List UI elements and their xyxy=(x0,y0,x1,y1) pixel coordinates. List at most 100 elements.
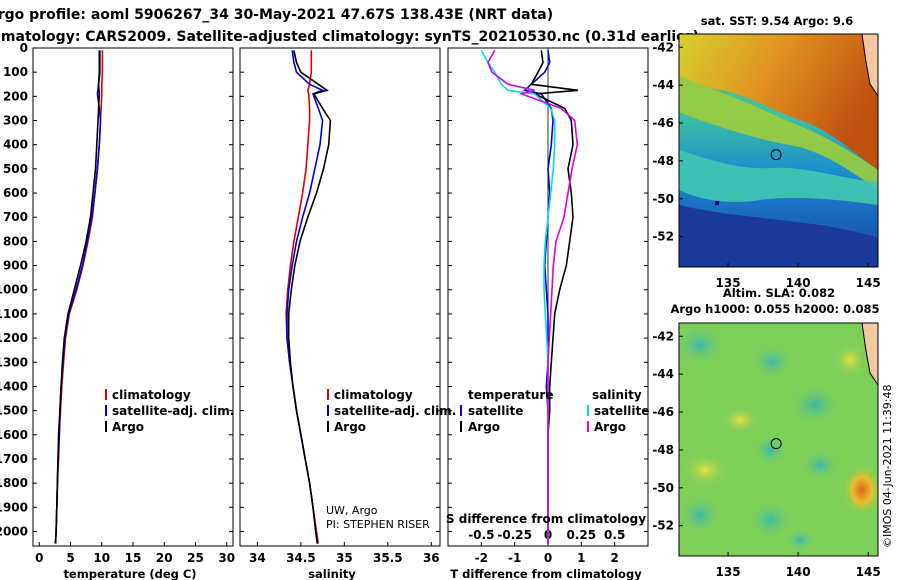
s-tick-label: 0.25 xyxy=(567,528,597,542)
x-tick-label: 2 xyxy=(610,551,618,565)
x-tick-label: 0 xyxy=(35,551,43,565)
depth-tick-label: 1200 xyxy=(0,331,28,345)
lat-tick-label: -50 xyxy=(652,192,674,206)
depth-tick-label: 100 xyxy=(3,65,28,79)
x-tick-label: -1 xyxy=(508,551,521,565)
lat-tick-label: -52 xyxy=(652,519,674,533)
x-tick-label: 20 xyxy=(156,551,173,565)
temperature-plot: 0 5 10 15 20 25 30 xyxy=(35,50,235,565)
legend-climatology-label: climatology xyxy=(334,388,413,402)
depth-tick-label: 300 xyxy=(3,114,28,128)
legend-temp-argo-label: Argo xyxy=(468,420,500,434)
legend-argo-label: Argo xyxy=(112,420,144,434)
depth-tick-label: 400 xyxy=(3,138,28,152)
depth-tick-label: 200 xyxy=(3,89,28,103)
x-tick-label: 15 xyxy=(125,551,142,565)
lat-tick-label: -48 xyxy=(652,443,674,457)
x-tick-label: 25 xyxy=(187,551,204,565)
sst-map-frame xyxy=(678,33,879,268)
lat-tick-label: -42 xyxy=(652,329,674,343)
legend-temp-satellite-label: satellite xyxy=(468,404,523,418)
x-tick-label: 10 xyxy=(93,551,110,565)
x-tick-label: 34.5 xyxy=(286,551,316,565)
pi-annotation-line1: UW, Argo xyxy=(326,504,378,517)
difference-legend: temperature satellite Argo salinity sate… xyxy=(446,388,649,526)
temperature-panel-frame xyxy=(32,47,234,547)
lat-tick-label: -42 xyxy=(652,40,674,54)
figure-title-line1: Argo profile: aoml 5906267_34 30-May-202… xyxy=(0,7,553,23)
s-tick-label: 0.5 xyxy=(604,528,625,542)
salinity-legend: climatology satellite-adj. clim. Argo UW… xyxy=(326,388,456,531)
lat-tick-label: -48 xyxy=(652,154,674,168)
x-tick-label: 34 xyxy=(249,551,266,565)
difference-plot: -2 -1 0 1 2-0.5 -0.25 0 0.25 0.5 xyxy=(468,48,625,565)
depth-tick-label: 700 xyxy=(3,210,28,224)
depth-tick-label: 1000 xyxy=(0,283,28,297)
temperature-xlabel: temperature (deg C) xyxy=(63,567,196,580)
legend-temperature-title: temperature xyxy=(468,388,553,402)
salinity-panel-frame xyxy=(239,47,441,547)
imos-credit: ©IMOS 04-Jun-2021 11:39:48 xyxy=(881,384,894,548)
x-tick-label: 35.5 xyxy=(373,551,403,565)
s-tick-label: -0.5 xyxy=(468,528,494,542)
series-line-satellite-adj-clim- xyxy=(286,50,325,544)
lat-tick-label: -52 xyxy=(652,230,674,244)
sla-map-axes: -42 -44 -46 -48 -50 -52 135 140 145 xyxy=(652,329,880,579)
x-tick-label: -2 xyxy=(475,551,488,565)
sla-map-frame xyxy=(678,322,879,557)
x-tick-label: 36 xyxy=(423,551,440,565)
depth-tick-label: 1100 xyxy=(0,307,28,321)
legend-satellite-label: satellite-adj. clim. xyxy=(334,404,456,418)
lat-tick-label: -46 xyxy=(652,116,674,130)
depth-tick-label: 1300 xyxy=(0,355,28,369)
series-line-salinity-satellite xyxy=(480,50,556,544)
legend-climatology-label: climatology xyxy=(112,388,191,402)
series-line-argo xyxy=(54,50,101,544)
sst-argo-location-marker xyxy=(770,149,782,161)
salinity-xlabel: salinity xyxy=(308,567,356,580)
lat-tick-label: -46 xyxy=(652,405,674,419)
series-line-climatology xyxy=(54,50,104,544)
series-line-satellite-adj-clim- xyxy=(54,50,102,544)
lat-tick-label: -44 xyxy=(652,367,674,381)
depth-axis: 0 100 200 300 400 500 600 700 800 900 1000 1100 1200… xyxy=(0,41,648,538)
lon-tick-label: 145 xyxy=(856,276,881,290)
depth-tick-label: 1500 xyxy=(0,404,28,418)
s-tick-label: -0.25 xyxy=(497,528,532,542)
series-line-salinity-argo xyxy=(487,50,579,544)
depth-tick-label: 1600 xyxy=(0,428,28,442)
legend-satellite-label: satellite-adj. clim. xyxy=(112,404,234,418)
depth-tick-label: 2000 xyxy=(0,524,28,538)
depth-tick-label: 0 xyxy=(20,41,28,55)
depth-tick-label: 1900 xyxy=(0,500,28,514)
s-difference-label: S difference from climatology xyxy=(446,512,646,526)
x-tick-label: 30 xyxy=(218,551,235,565)
legend-sal-argo-label: Argo xyxy=(594,420,626,434)
lon-tick-label: 140 xyxy=(786,276,811,290)
sst-map-axes: -42 -44 -46 -48 -50 -52 135 140 145 xyxy=(652,40,880,290)
depth-tick-label: 600 xyxy=(3,186,28,200)
salinity-plot: 34 34.5 35 35.5 36 xyxy=(249,50,440,565)
lon-tick-label: 135 xyxy=(716,565,741,579)
lon-tick-label: 140 xyxy=(786,565,811,579)
depth-tick-label: 1400 xyxy=(0,379,28,393)
x-tick-label: 35 xyxy=(336,551,353,565)
pi-annotation-line2: PI: STEPHEN RISER xyxy=(326,518,430,531)
x-tick-label: 5 xyxy=(66,551,74,565)
depth-tick-label: 800 xyxy=(3,234,28,248)
x-tick-label: 1 xyxy=(577,551,585,565)
lon-tick-label: 135 xyxy=(716,276,741,290)
series-line-argo xyxy=(287,50,332,544)
sla-argo-location-marker xyxy=(770,438,782,450)
figure-title-line2: Climatology: CARS2009. Satellite-adjuste… xyxy=(0,29,699,45)
lat-tick-label: -44 xyxy=(652,78,674,92)
depth-tick-label: 900 xyxy=(3,259,28,273)
legend-sal-satellite-label: satellite xyxy=(594,404,649,418)
sla-map: Altim. SLA: 0.082 Argo h1000: 0.055 h200… xyxy=(652,286,880,579)
sst-map: sat. SST: 9.54 Argo: 9.6 -42 -44 -46 -48 -50… xyxy=(652,14,880,290)
temperature-legend: climatology satellite-adj. clim. Argo xyxy=(105,388,234,434)
legend-argo-label: Argo xyxy=(334,420,366,434)
legend-salinity-title: salinity xyxy=(592,388,642,402)
depth-tick-label: 1800 xyxy=(0,476,28,490)
